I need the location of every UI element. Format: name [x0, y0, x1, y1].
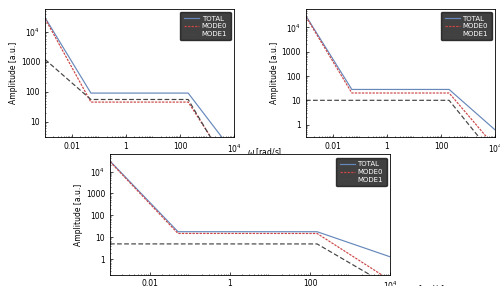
Legend: TOTAL, MODE0, MODE1: TOTAL, MODE0, MODE1: [336, 158, 386, 186]
Legend: TOTAL, MODE0, MODE1: TOTAL, MODE0, MODE1: [180, 12, 230, 40]
Text: $\omega$ [rad/s]: $\omega$ [rad/s]: [248, 146, 282, 158]
Y-axis label: Amplitude [a.u.]: Amplitude [a.u.]: [74, 183, 83, 246]
Y-axis label: Amplitude [a.u.]: Amplitude [a.u.]: [270, 42, 279, 104]
Text: $\omega$ [rad/s]: $\omega$ [rad/s]: [410, 283, 445, 286]
Legend: TOTAL, MODE0, MODE1: TOTAL, MODE0, MODE1: [441, 12, 492, 40]
Y-axis label: Amplitude [a.u.]: Amplitude [a.u.]: [9, 42, 18, 104]
